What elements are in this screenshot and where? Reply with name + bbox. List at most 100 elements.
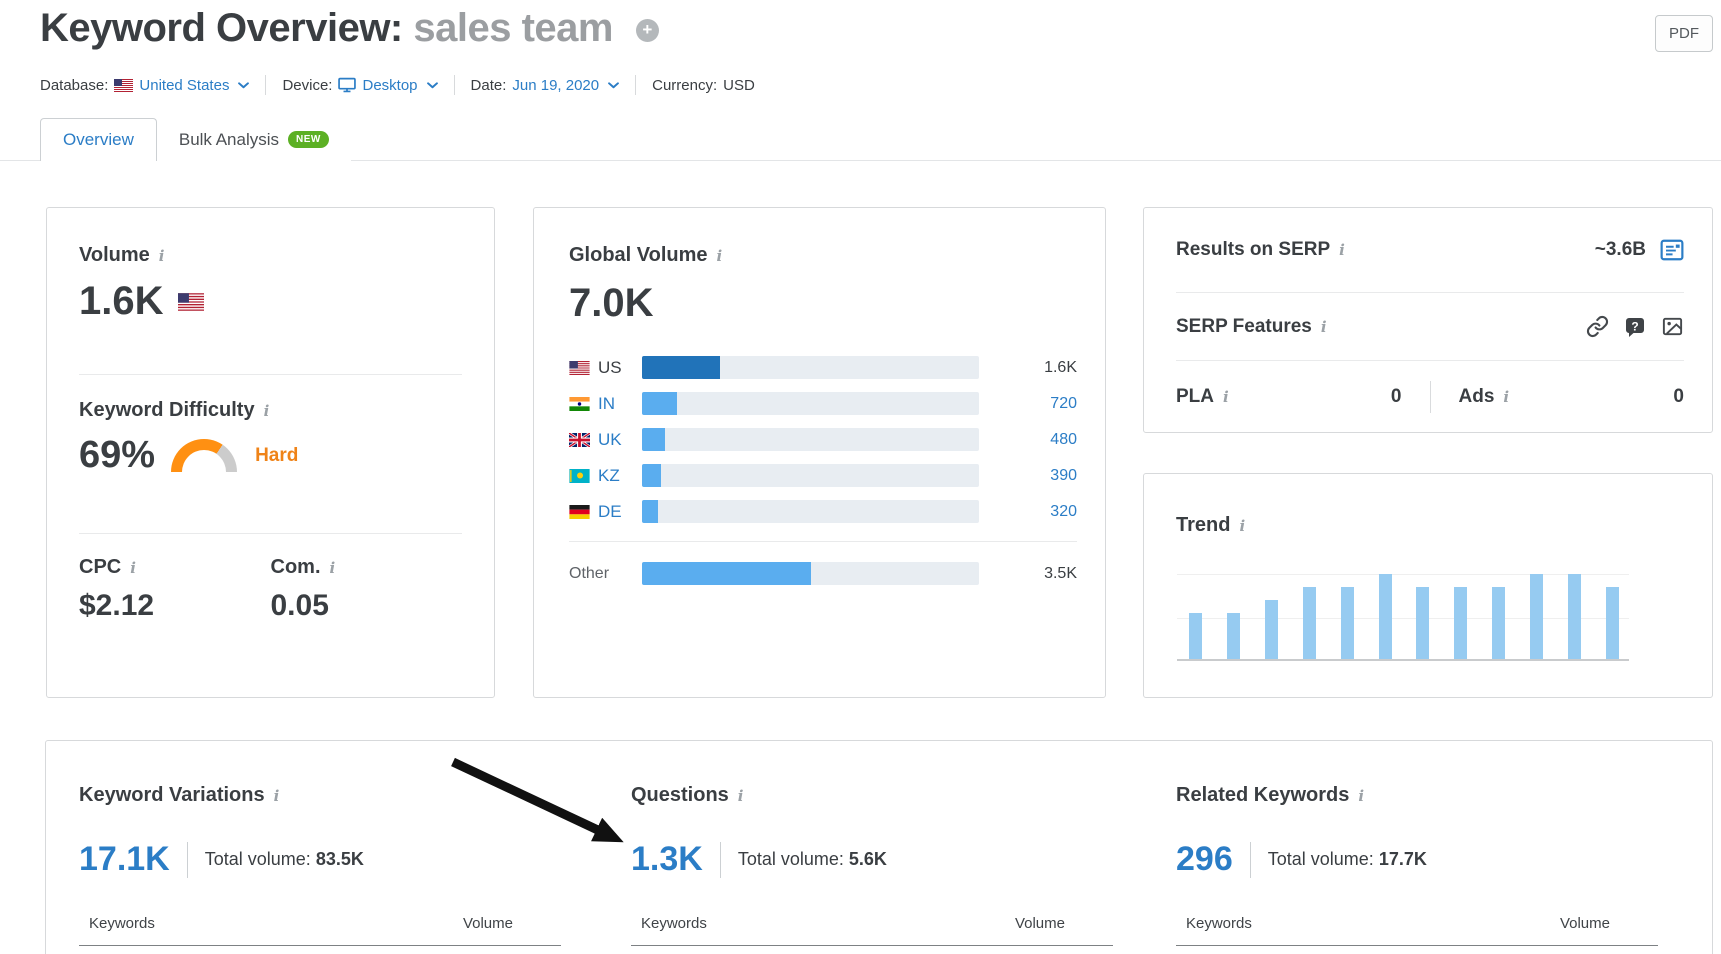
ads-info-icon[interactable]: i — [1503, 388, 1510, 406]
trend-bars — [1189, 574, 1619, 659]
keyword-variations-heading: Keyword Variations i — [79, 784, 280, 806]
question-bubble-icon[interactable] — [1624, 316, 1646, 338]
pla-ads-row: PLA i 0 Ads i 0 — [1176, 361, 1684, 433]
volume-bar-us — [642, 356, 720, 379]
in-flag-icon — [569, 397, 598, 411]
country-link-de[interactable]: DE — [598, 501, 622, 521]
pdf-export-button[interactable]: PDF — [1655, 15, 1713, 52]
country-volume-kz[interactable]: 390 — [1050, 466, 1077, 484]
global-volume-value: 7.0K — [569, 281, 654, 325]
ads-block: Ads i 0 — [1431, 386, 1685, 408]
device-selector[interactable]: Device: Desktop — [282, 77, 437, 94]
country-volume-de[interactable]: 320 — [1050, 502, 1077, 520]
trend-info-icon[interactable]: i — [1239, 517, 1246, 535]
country-row-in: IN 720 — [569, 392, 1077, 415]
questions-count[interactable]: 1.3K — [631, 840, 703, 878]
divider — [1429, 381, 1431, 413]
divider — [79, 374, 462, 375]
image-icon[interactable] — [1661, 315, 1684, 338]
add-keyword-icon[interactable]: + — [635, 18, 659, 42]
trend-bar — [1340, 586, 1354, 659]
divider — [186, 841, 188, 878]
other-label: Other — [569, 564, 610, 582]
volume-column-header: Volume — [462, 915, 513, 932]
serp-features-info-icon[interactable]: i — [1320, 317, 1327, 336]
gridline — [1177, 574, 1629, 575]
country-row-uk: UK 480 — [569, 428, 1077, 451]
trend-bar — [1226, 613, 1240, 659]
global-volume-info-icon[interactable]: i — [716, 247, 723, 265]
link-icon[interactable] — [1586, 315, 1609, 338]
volume-bar-track — [642, 562, 979, 585]
country-link-us[interactable]: US — [598, 357, 622, 377]
trend-bar — [1378, 574, 1392, 659]
date-selector[interactable]: Date: Jun 19, 2020 — [471, 77, 620, 94]
chart-baseline — [1177, 659, 1629, 661]
pla-label: PLA i — [1176, 386, 1229, 407]
keyword-variations-info-icon[interactable]: i — [273, 787, 280, 805]
questions-heading: Questions i — [631, 784, 744, 806]
trend-bar — [1454, 586, 1468, 659]
related-keywords-info-icon[interactable]: i — [1358, 787, 1365, 805]
trend-bar — [1605, 586, 1619, 659]
pla-info-icon[interactable]: i — [1223, 388, 1229, 406]
trend-bar — [1189, 613, 1202, 659]
results-info-icon[interactable]: i — [1339, 241, 1345, 259]
volume-bar-track — [642, 356, 979, 379]
country-link-uk[interactable]: UK — [598, 429, 622, 449]
volume-bar-other — [642, 562, 811, 585]
volume-bar-uk — [642, 428, 666, 451]
country-link-kz[interactable]: KZ — [598, 465, 620, 485]
volume-column-header: Volume — [1559, 915, 1610, 932]
serp-page-icon[interactable] — [1660, 238, 1684, 262]
filter-separator — [453, 75, 455, 95]
us-flag-icon — [178, 293, 204, 311]
cpc-info-icon[interactable]: i — [130, 559, 136, 577]
keyword-variations-count[interactable]: 17.1K — [79, 840, 170, 878]
keywords-column-header: Keywords — [641, 915, 707, 932]
divider — [79, 533, 462, 534]
volume-info-icon[interactable]: i — [158, 247, 165, 265]
keyword-difficulty-info-icon[interactable]: i — [263, 402, 270, 420]
cpc-heading: CPC i — [79, 556, 136, 578]
kz-flag-icon — [569, 469, 598, 483]
date-label: Date: — [470, 76, 507, 94]
page-title-prefix: Keyword Overview: — [40, 6, 403, 50]
questions-total: Total volume: 5.6K — [737, 849, 887, 869]
trend-bar — [1416, 586, 1430, 659]
database-selector[interactable]: Database: United States — [40, 77, 249, 94]
country-volume-in[interactable]: 720 — [1050, 394, 1077, 412]
keyword-difficulty-heading: Keyword Difficulty i — [79, 399, 270, 421]
country-link-in[interactable]: IN — [598, 393, 615, 413]
difficulty-rating: Hard — [255, 444, 299, 466]
questions-section: Questions i 1.3K Total volume: 5.6K Keywo… — [631, 784, 1113, 946]
serp-card: Results on SERP i ~3.6B SERP Features i PL… — [1143, 207, 1713, 433]
trend-chart — [1177, 574, 1629, 661]
table-header-rule — [631, 945, 1113, 946]
results-on-serp-label: Results on SERP i — [1176, 239, 1345, 260]
keyword-difficulty-value: 69% — [79, 434, 156, 476]
keyword-variations-section: Keyword Variations i 17.1K Total volume: … — [79, 784, 561, 946]
chevron-down-icon — [608, 82, 619, 89]
country-volume-uk[interactable]: 480 — [1050, 430, 1077, 448]
chevron-down-icon — [238, 82, 249, 89]
filter-bar: Database: United States Device: Desktop … — [40, 73, 755, 97]
trend-bar — [1264, 600, 1278, 659]
results-on-serp-value: ~3.6B — [1594, 239, 1646, 260]
volume-card: Volume i 1.6K Keyword Difficulty i 69% Har… — [46, 207, 495, 698]
tab-overview[interactable]: Overview — [40, 118, 157, 161]
trend-bar — [1530, 574, 1544, 659]
new-badge: NEW — [288, 131, 329, 148]
uk-flag-icon — [569, 433, 598, 447]
competition-info-icon[interactable]: i — [329, 559, 336, 577]
competition-heading: Com. i — [270, 556, 336, 578]
related-keywords-count[interactable]: 296 — [1176, 840, 1233, 878]
tab-bar-underline — [0, 160, 1721, 161]
desktop-icon — [338, 77, 356, 93]
table-header-rule — [79, 945, 561, 946]
questions-info-icon[interactable]: i — [737, 787, 744, 805]
page-title-keyword: sales team — [413, 6, 613, 50]
cpc-value: $2.12 — [79, 589, 155, 622]
tab-bulk-analysis[interactable]: Bulk Analysis NEW — [156, 118, 351, 161]
